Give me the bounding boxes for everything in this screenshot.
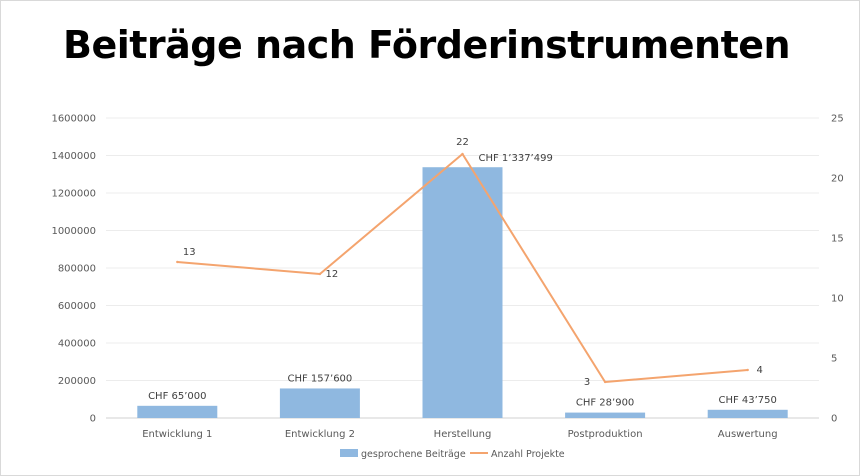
- bar-data-label: CHF 28’900: [576, 398, 634, 409]
- legend-label: Anzahl Projekte: [491, 449, 565, 460]
- y-right-tick-label: 10: [831, 294, 844, 305]
- x-category-label: Postproduktion: [568, 429, 643, 440]
- y-left-tick-label: 1400000: [51, 151, 96, 162]
- y-right-tick-label: 15: [831, 234, 844, 245]
- y-left-tick-label: 1000000: [51, 226, 96, 237]
- y-left-tick-label: 1600000: [51, 114, 96, 125]
- bar: [565, 412, 646, 418]
- line-point: [603, 380, 607, 384]
- y-left-tick-label: 400000: [58, 339, 96, 350]
- bar-data-label: CHF 43’750: [718, 395, 776, 406]
- y-left-tick-label: 600000: [58, 301, 96, 312]
- y-right-tick-label: 20: [831, 174, 844, 185]
- y-left-tick-label: 200000: [58, 376, 96, 387]
- bar: [279, 388, 360, 418]
- bar-data-label: CHF 65’000: [148, 391, 206, 402]
- line-data-label: 22: [456, 137, 469, 148]
- bar: [707, 409, 788, 418]
- legend-swatch-bar: [340, 449, 358, 457]
- x-category-label: Auswertung: [718, 429, 778, 440]
- bar-data-label: CHF 1’337’499: [479, 153, 553, 164]
- chart-title: Beiträge nach Förderinstrumenten: [63, 23, 791, 67]
- y-left-tick-label: 0: [90, 414, 96, 425]
- line-data-label: 3: [584, 377, 590, 388]
- y-right-tick-label: 25: [831, 114, 844, 125]
- x-category-label: Entwicklung 1: [142, 429, 212, 440]
- y-right-tick-label: 5: [831, 354, 837, 365]
- line-point: [746, 368, 749, 372]
- y-left-tick-label: 1200000: [51, 189, 96, 200]
- line-data-label: 13: [183, 247, 196, 258]
- line-point: [318, 272, 322, 276]
- y-right-tick-label: 0: [831, 414, 837, 425]
- y-left-tick-label: 800000: [58, 264, 96, 275]
- line-data-label: 12: [326, 269, 339, 280]
- x-category-label: Herstellung: [434, 429, 492, 440]
- bar: [137, 405, 218, 418]
- bar-data-label: CHF 157’600: [288, 373, 353, 384]
- bar: [422, 167, 503, 418]
- line-point: [176, 260, 179, 264]
- legend-label: gesprochene Beiträge: [361, 449, 466, 460]
- line-point: [461, 152, 464, 156]
- line-data-label: 4: [757, 365, 763, 376]
- x-category-label: Entwicklung 2: [285, 429, 355, 440]
